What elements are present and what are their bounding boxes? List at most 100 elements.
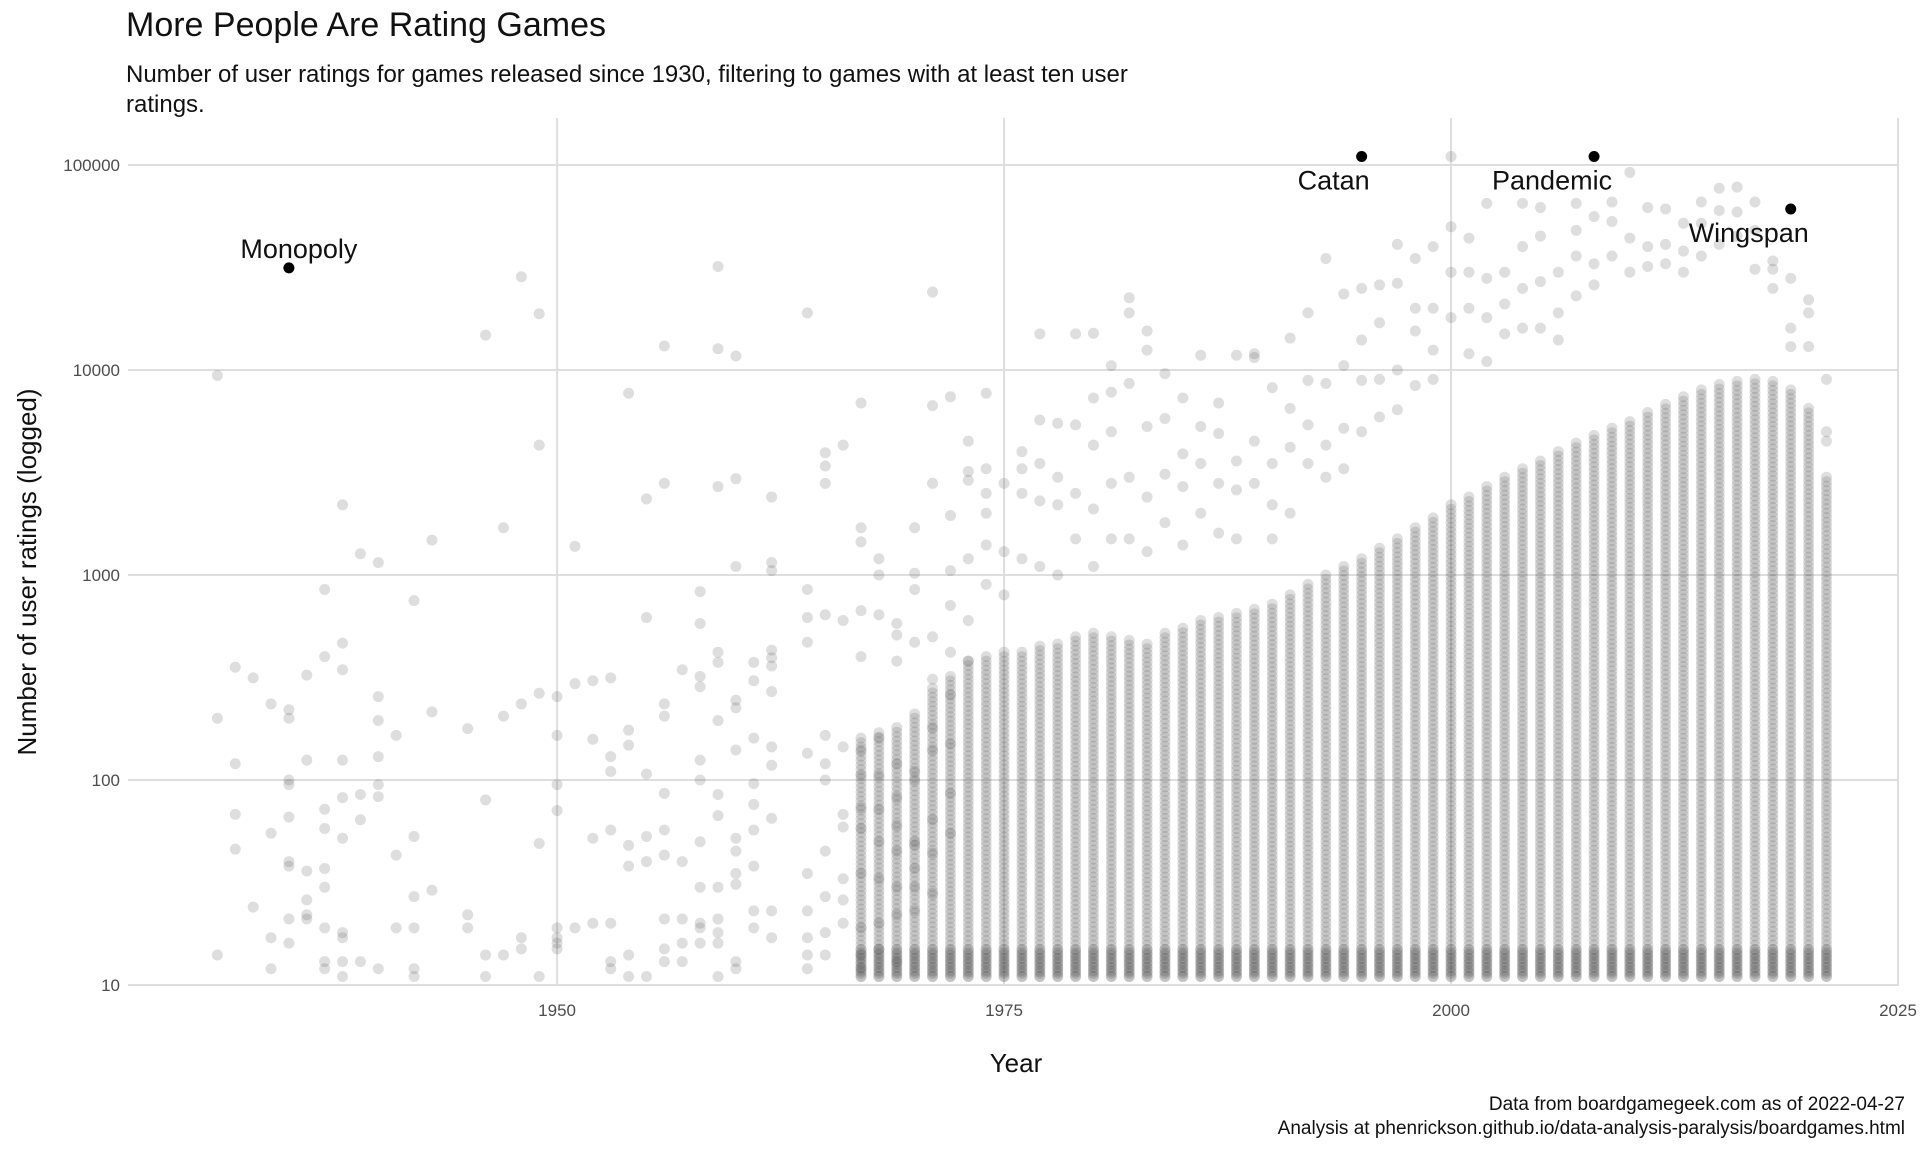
data-point [1463, 491, 1475, 503]
data-point [962, 786, 974, 798]
data-point [1016, 673, 1028, 685]
data-point [909, 889, 921, 901]
data-point [891, 771, 903, 783]
data-point [1034, 694, 1046, 706]
data-point [873, 948, 885, 960]
data-point [927, 750, 939, 762]
data-point [962, 763, 974, 775]
data-point [1695, 944, 1707, 956]
data-point [1016, 750, 1028, 762]
data-point [927, 759, 939, 771]
data-point [1016, 795, 1028, 807]
data-point [873, 971, 885, 983]
data-point [873, 894, 885, 906]
data-point [1320, 944, 1332, 956]
data-point [1034, 803, 1046, 815]
data-point [944, 854, 956, 866]
data-point [944, 711, 956, 723]
data-point [873, 947, 885, 959]
data-point [927, 790, 939, 802]
data-point [1034, 944, 1046, 956]
data-point [1016, 835, 1028, 847]
data-point [909, 739, 921, 751]
data-point [1034, 930, 1046, 942]
data-point [909, 816, 921, 828]
data-point [944, 926, 956, 938]
data-point [909, 862, 921, 874]
data-point [1034, 726, 1046, 738]
point-density-columns [855, 373, 1832, 983]
data-point [909, 959, 921, 971]
data-point [873, 767, 885, 779]
data-point [1499, 471, 1511, 483]
data-point [909, 934, 921, 946]
data-point [1034, 703, 1046, 715]
data-point [1034, 799, 1046, 811]
data-point [962, 790, 974, 802]
data-point [962, 871, 974, 883]
data-point [909, 785, 921, 797]
data-point [1016, 962, 1028, 974]
data-point [909, 944, 921, 956]
data-point [944, 778, 956, 790]
data-point [998, 718, 1010, 730]
data-point [944, 962, 956, 974]
data-point [1034, 722, 1046, 734]
data-point [944, 800, 956, 812]
data-point [1016, 741, 1028, 753]
data-point [927, 889, 939, 901]
data-point [980, 709, 992, 721]
data-point [980, 844, 992, 856]
data-point [855, 944, 867, 956]
data-point [909, 803, 921, 815]
data-point [1034, 916, 1046, 928]
data-point [855, 876, 867, 888]
data-point [873, 898, 885, 910]
data-point [1642, 407, 1654, 419]
data-point [891, 830, 903, 842]
data-point [962, 965, 974, 977]
data-point [1374, 944, 1386, 956]
data-point [1016, 894, 1028, 906]
data-point [855, 930, 867, 942]
data-point [1177, 944, 1189, 956]
data-point [927, 831, 939, 843]
data-point [1606, 422, 1618, 434]
data-point [1302, 944, 1314, 956]
data-point [1534, 944, 1546, 956]
data-point [980, 754, 992, 766]
data-point [855, 921, 867, 933]
data-point [873, 907, 885, 919]
data-point [1677, 944, 1689, 956]
data-point [927, 781, 939, 793]
data-point [962, 953, 974, 965]
data-point [944, 814, 956, 826]
data-point [855, 965, 867, 977]
data-point [1016, 867, 1028, 879]
data-point [909, 866, 921, 878]
data-point [1034, 830, 1046, 842]
data-point [1034, 907, 1046, 919]
data-point [891, 826, 903, 838]
data-point [998, 916, 1010, 928]
data-point [909, 826, 921, 838]
data-point [891, 962, 903, 974]
data-point [944, 953, 956, 965]
data-point [909, 717, 921, 729]
data-point [1016, 646, 1028, 658]
data-point [980, 732, 992, 744]
data-point [1034, 844, 1046, 856]
data-point [980, 777, 992, 789]
data-point [891, 744, 903, 756]
data-point [873, 971, 885, 983]
data-point [962, 948, 974, 960]
data-point [891, 780, 903, 792]
data-point [909, 812, 921, 824]
data-point [1016, 723, 1028, 735]
data-point [944, 917, 956, 929]
data-point [1266, 944, 1278, 956]
data-point [855, 768, 867, 780]
data-point [1034, 894, 1046, 906]
data-point [1016, 948, 1028, 960]
data-point [962, 660, 974, 672]
